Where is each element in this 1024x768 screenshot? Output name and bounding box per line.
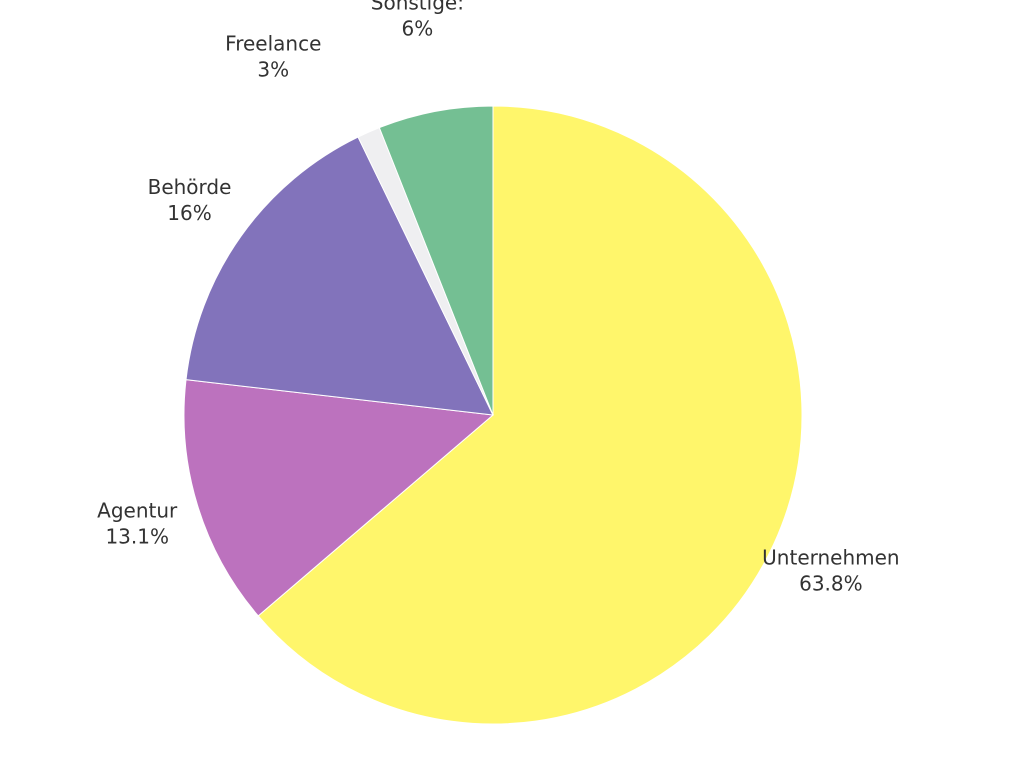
label-percent: 16%	[167, 201, 211, 225]
label-name: Agentur	[97, 499, 178, 523]
label-percent: 13.1%	[105, 525, 169, 549]
pie-labels: Unternehmen 63.8% Agentur 13.1% Behörde 16% Fr…	[97, 0, 899, 596]
slice-behörde	[185, 136, 494, 416]
label-freelance: Freelance 3%	[225, 31, 321, 81]
label-unternehmen: Unternehmen 63.8%	[762, 546, 899, 596]
label-percent: 6%	[401, 17, 433, 41]
label-sonstige: Sonstige: 6%	[371, 0, 464, 41]
slice-unternehmen	[257, 105, 803, 725]
pie-slices	[183, 105, 803, 725]
label-percent: 3%	[257, 57, 289, 81]
label-name: Sonstige:	[371, 0, 464, 15]
label-behörde: Behörde 16%	[148, 175, 232, 225]
label-agentur: Agentur 13.1%	[97, 499, 178, 549]
slice-sonstige	[378, 105, 494, 416]
label-name: Unternehmen	[762, 546, 899, 570]
label-name: Freelance	[225, 31, 321, 55]
label-name: Behörde	[148, 175, 232, 199]
slice-agentur	[183, 379, 495, 617]
label-percent: 63.8%	[799, 572, 863, 596]
